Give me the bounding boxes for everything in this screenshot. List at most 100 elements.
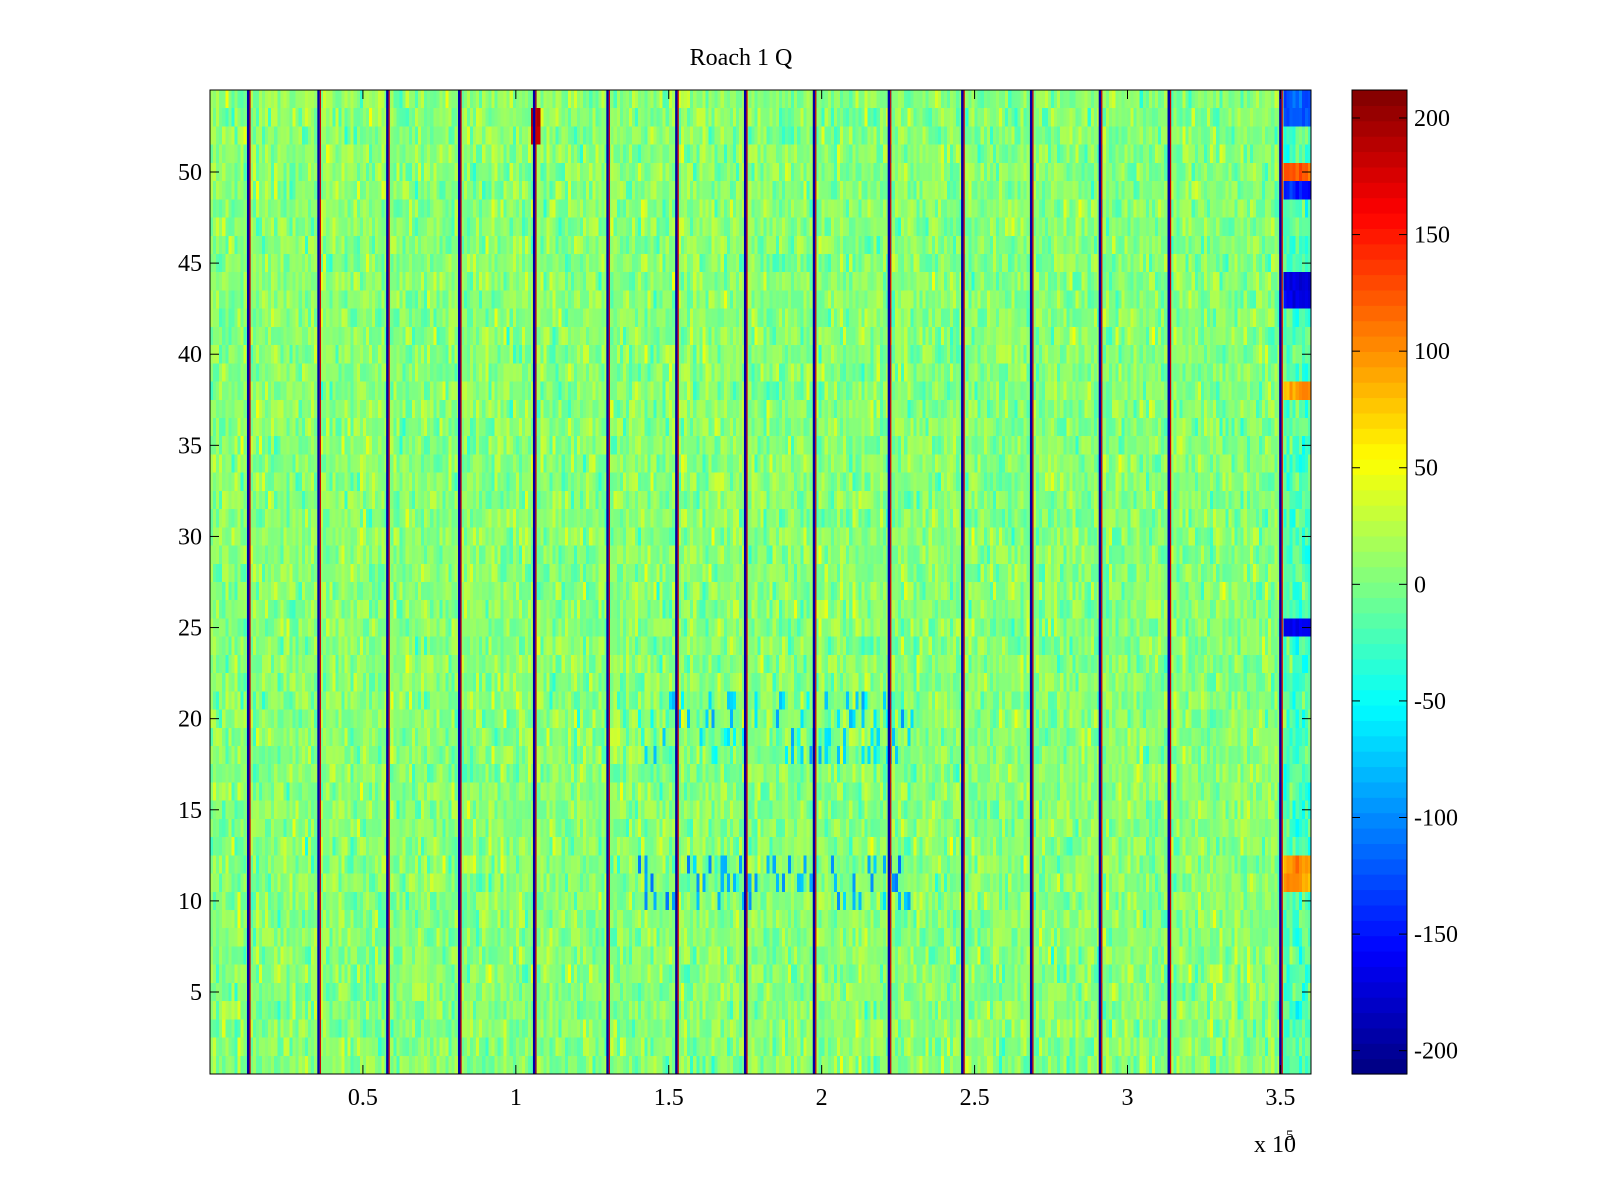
colorbar-band [1352,551,1407,568]
y-axis-ticks: 5 10 15 20 25 30 35 40 45 50 [178,160,1311,1006]
colorbar-band [1352,997,1407,1014]
y-tick-label: 35 [178,433,202,459]
colorbar-band [1352,582,1407,598]
colorbar-band [1352,274,1407,291]
colorbar-tick-label: 0 [1414,572,1426,598]
colorbar-band [1352,412,1407,429]
colorbar-band [1352,520,1407,537]
colorbar-band [1352,243,1407,260]
colorbar-band [1352,366,1407,383]
colorbar-band [1352,828,1407,844]
colorbar-band [1352,612,1407,629]
x-tick-label: 3 [1122,1085,1134,1111]
x-multiplier-label: x 10 [1254,1132,1296,1158]
colorbar-band [1352,951,1407,967]
colorbar-band [1352,213,1407,229]
colorbar-frame [1351,89,1408,1075]
colorbar-band [1352,705,1407,721]
colorbar-band [1352,197,1407,214]
colorbar-band [1352,643,1407,660]
chart-title: Roach 1 Q [690,45,793,71]
colorbar-band [1352,781,1407,798]
colorbar-band [1352,289,1407,306]
y-tick-label: 50 [178,160,202,186]
colorbar-band [1352,259,1407,276]
colorbar-band [1352,843,1407,860]
x-tick-label: 1.5 [654,1085,684,1111]
y-tick-label: 30 [178,524,202,550]
axes-frame [209,89,1312,1075]
y-tick-label: 5 [190,980,202,1006]
colorbar-tick-label: 150 [1414,223,1450,249]
colorbar-tick-label: -200 [1414,1039,1458,1065]
colorbar-band [1352,1027,1407,1044]
colorbar-band [1352,935,1407,952]
colorbar-band [1352,981,1407,998]
x-tick-label: 0.5 [348,1085,378,1111]
colorbar-band [1352,182,1407,199]
x-tick-label: 3.5 [1265,1085,1295,1111]
colorbar-band [1352,382,1407,399]
colorbar: 200 150 100 50 0 -50 -100 -150 -200 [1351,89,1458,1075]
colorbar-band [1352,90,1407,106]
colorbar-tick-label: -50 [1414,689,1446,715]
colorbar-band [1352,428,1407,445]
x-axis-ticks: 0.5 1 1.5 2 2.5 3 3.5 [348,90,1295,1111]
colorbar-band [1352,889,1407,906]
heatmap-image [210,90,1311,1074]
y-tick-label: 10 [178,889,202,915]
colorbar-band [1352,474,1407,491]
x-tick-label: 1 [510,1085,522,1111]
colorbar-band [1352,228,1407,245]
y-tick-label: 40 [178,342,202,368]
colorbar-tick-label: 50 [1414,456,1438,482]
colorbar-band [1352,628,1407,645]
colorbar-band [1352,136,1407,153]
colorbar-band [1352,1058,1407,1075]
colorbar-tick-label: -100 [1414,806,1458,832]
colorbar-band [1352,489,1407,506]
colorbar-band [1352,105,1407,122]
colorbar-band [1352,597,1407,614]
y-tick-label: 20 [178,707,202,733]
y-tick-label: 25 [178,616,202,642]
colorbar-band [1352,120,1407,137]
colorbar-band [1352,920,1407,937]
colorbar-band [1352,305,1407,322]
colorbar-band [1352,812,1407,829]
colorbar-band [1352,351,1407,368]
colorbar-band [1352,797,1407,814]
colorbar-band [1352,766,1407,783]
colorbar-tick-label: 200 [1414,106,1450,132]
colorbar-band [1352,658,1407,675]
colorbar-band [1352,858,1407,875]
colorbar-tick-label: -150 [1414,922,1458,948]
x-tick-label: 2 [816,1085,828,1111]
colorbar-band [1352,535,1407,552]
colorbar-band [1352,689,1407,706]
colorbar-band [1352,966,1407,983]
colorbar-band [1352,1012,1407,1029]
heatmap-cells [210,90,1311,1074]
colorbar-band [1352,320,1407,337]
colorbar-band [1352,443,1407,460]
colorbar-band [1352,459,1407,475]
x-tick-label: 2.5 [960,1085,990,1111]
colorbar-band [1352,904,1407,921]
vertical-artifact-lines [246,90,1283,1074]
colorbar-band [1352,336,1407,352]
x-multiplier-exponent: 5 [1286,1128,1294,1144]
colorbar-band [1352,720,1407,737]
colorbar-band [1352,735,1407,752]
y-tick-label: 15 [178,798,202,824]
colorbar-band [1352,505,1407,522]
colorbar-tick-label: 100 [1414,339,1450,365]
colorbar-band [1352,674,1407,691]
colorbar-band [1352,166,1407,183]
colorbar-band [1352,874,1407,891]
colorbar-band [1352,151,1407,168]
y-tick-label: 45 [178,251,202,277]
colorbar-band [1352,1043,1407,1060]
